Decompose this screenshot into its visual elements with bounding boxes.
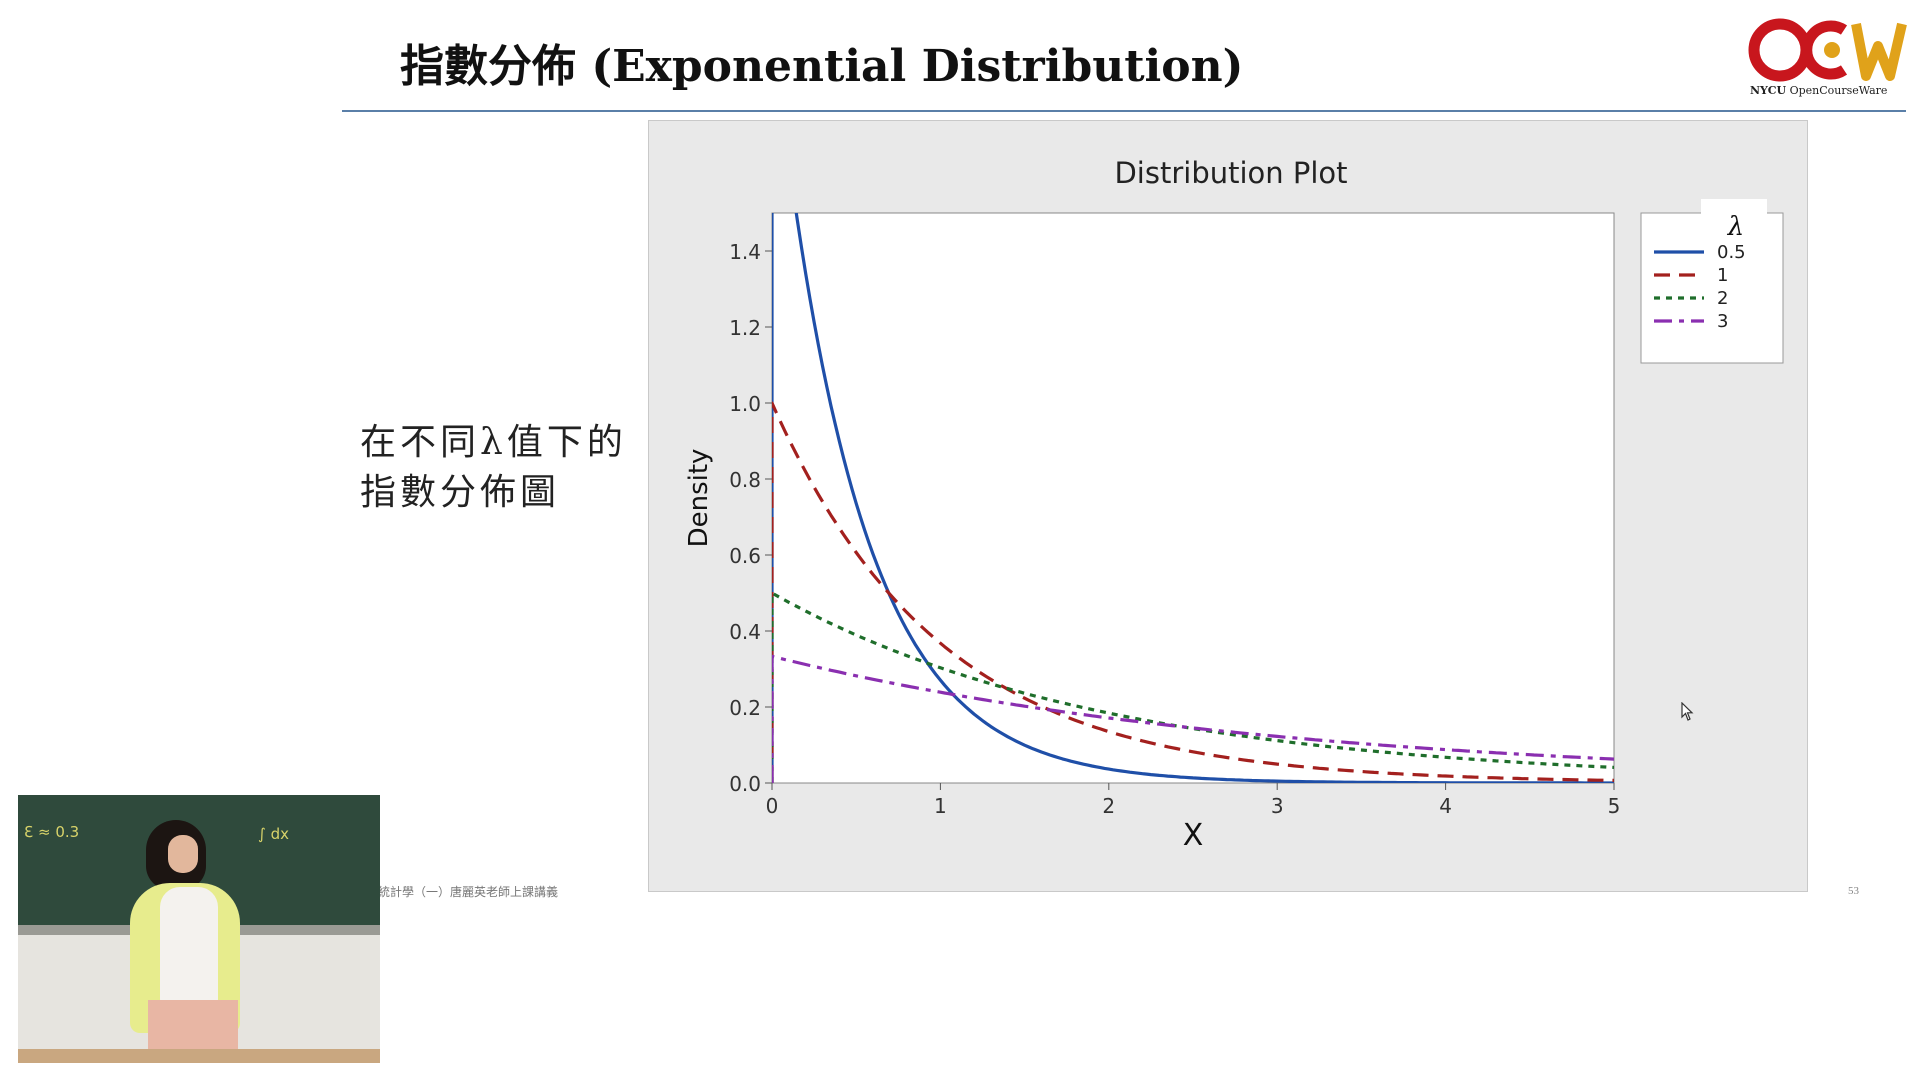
legend-label: 1 [1717,265,1728,286]
legend-box [1640,212,1784,364]
x-tick-label: 2 [1102,794,1115,818]
distribution-plot-panel: Distribution Plot 0.0 0.2 0.4 0.6 0.8 1.0 1.2 1… [648,120,1808,892]
slide-title: 指數分佈 (Exponential Distribution) [400,41,1244,92]
logo-caption: NYCU OpenCourseWare [1750,84,1910,97]
y-tick-label: 0.6 [729,544,761,568]
chart-title: Distribution Plot [1114,156,1347,190]
y-tick-label: 1.0 [729,392,761,416]
x-tick-label: 0 [766,794,779,818]
legend-title: λ [1727,212,1744,242]
series-line-3 [772,654,1614,783]
chalk-writing: ∫ dx [258,825,289,843]
ocw-logo-icon [1748,18,1907,82]
lecturer-face [168,835,198,873]
mouse-cursor-icon [1681,702,1694,721]
legend-label: 2 [1717,288,1728,309]
lecturer-top [160,887,218,1007]
x-axis-label: X [1183,818,1204,853]
caption-line-2: 指數分佈圖 [360,472,561,513]
logo-text: NYCU [1750,84,1787,97]
y-tick-label: 0.8 [729,468,761,492]
chalk-writing: ℇ ≈ 0.3 [24,823,80,841]
series-layer [772,213,1614,783]
slide-caption: 在不同λ值下的 指數分佈圖 [360,418,627,518]
y-axis-label: Density [684,449,714,548]
legend-title-bg [1701,199,1767,227]
plot-area [771,212,1615,784]
series-line-2 [772,591,1614,783]
title-divider [342,110,1906,112]
series-line-0-5 [772,213,1614,783]
x-axis: 0 1 2 3 4 5 [766,783,1621,818]
x-tick-label: 1 [934,794,947,818]
x-tick-label: 3 [1271,794,1284,818]
y-tick-label: 0.0 [729,772,761,796]
legend-label: 3 [1717,311,1728,332]
series-line-1 [772,401,1614,783]
y-tick-label: 0.2 [729,696,761,720]
page-number: 53 [1848,885,1859,897]
y-tick-label: 0.4 [729,620,761,644]
y-tick-label: 1.2 [729,316,761,340]
y-axis: 0.0 0.2 0.4 0.6 0.8 1.0 1.2 1.4 [729,240,772,796]
x-tick-label: 5 [1608,794,1621,818]
y-tick-label: 1.4 [729,240,761,264]
x-tick-label: 4 [1439,794,1452,818]
distribution-plot: Distribution Plot 0.0 0.2 0.4 0.6 0.8 1.0 1.2 1… [684,156,1784,853]
legend-label: 0.5 [1717,242,1746,263]
caption-line-1: 在不同λ值下的 [360,422,627,463]
logo-subtext: OpenCourseWare [1789,84,1888,97]
series-clip-group [772,213,1614,783]
lecturer-video-inset: ℇ ≈ 0.3 ∫ dx [18,795,380,1063]
lecture-desk [18,1049,380,1063]
slide-footer: 統計學（一）唐麗英老師上課講義 [378,885,559,899]
